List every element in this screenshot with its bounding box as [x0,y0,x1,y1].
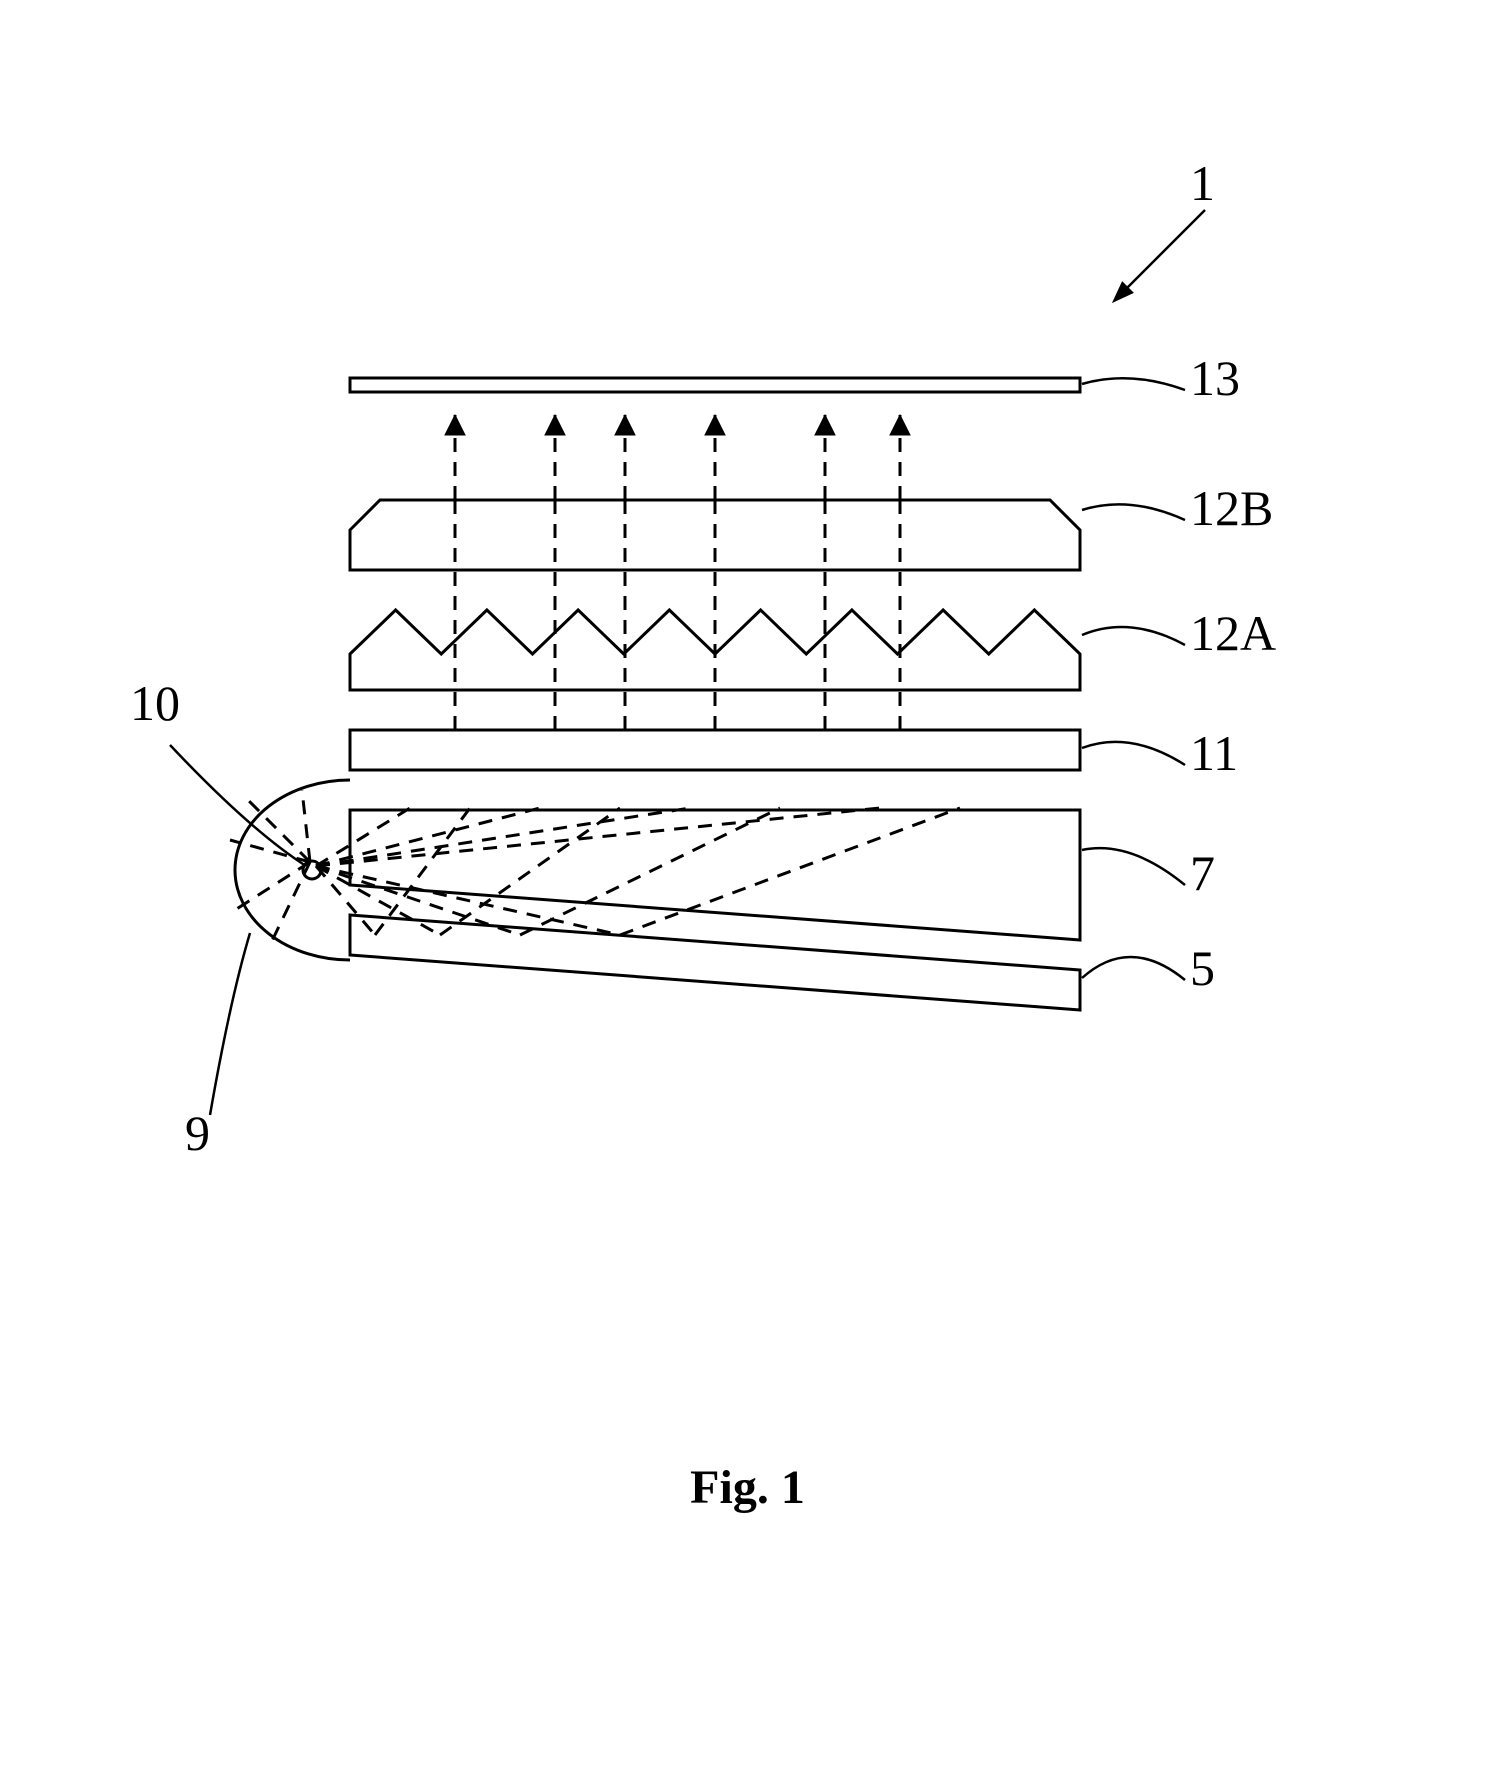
label-5: 5 [1190,940,1215,996]
arrow-head [545,415,565,435]
figure-canvas: 1 13 12B 12A 11 7 5 10 9 Fig. 1 [0,0,1495,1774]
label-1: 1 [1190,155,1215,211]
label-7: 7 [1190,845,1215,901]
arrow-head [705,415,725,435]
leader [210,933,250,1115]
label-11: 11 [1190,725,1238,781]
arrow-head [890,415,910,435]
label-13: 13 [1190,350,1240,406]
part-13 [350,378,1080,392]
label-12B: 12B [1190,480,1273,536]
part-9 [235,780,350,960]
ray [375,808,470,935]
arrow-head [615,415,635,435]
leader [1082,504,1185,520]
ray [270,862,310,945]
arrow-head [445,415,465,435]
figure-caption: Fig. 1 [0,1460,1495,1515]
label-9: 9 [185,1105,210,1161]
part-11 [350,730,1080,770]
leader [1082,627,1185,645]
ray [316,808,880,866]
ray [316,866,440,935]
leader [1115,210,1205,300]
ray [302,790,310,862]
ray [620,808,960,935]
ray [230,840,310,862]
leader [1082,742,1185,765]
leader [1082,848,1185,885]
leader [1082,957,1185,980]
label-10: 10 [130,675,180,731]
arrow-head [815,415,835,435]
leader [1082,378,1185,390]
part-5 [350,915,1080,1010]
label-12A: 12A [1190,605,1276,661]
